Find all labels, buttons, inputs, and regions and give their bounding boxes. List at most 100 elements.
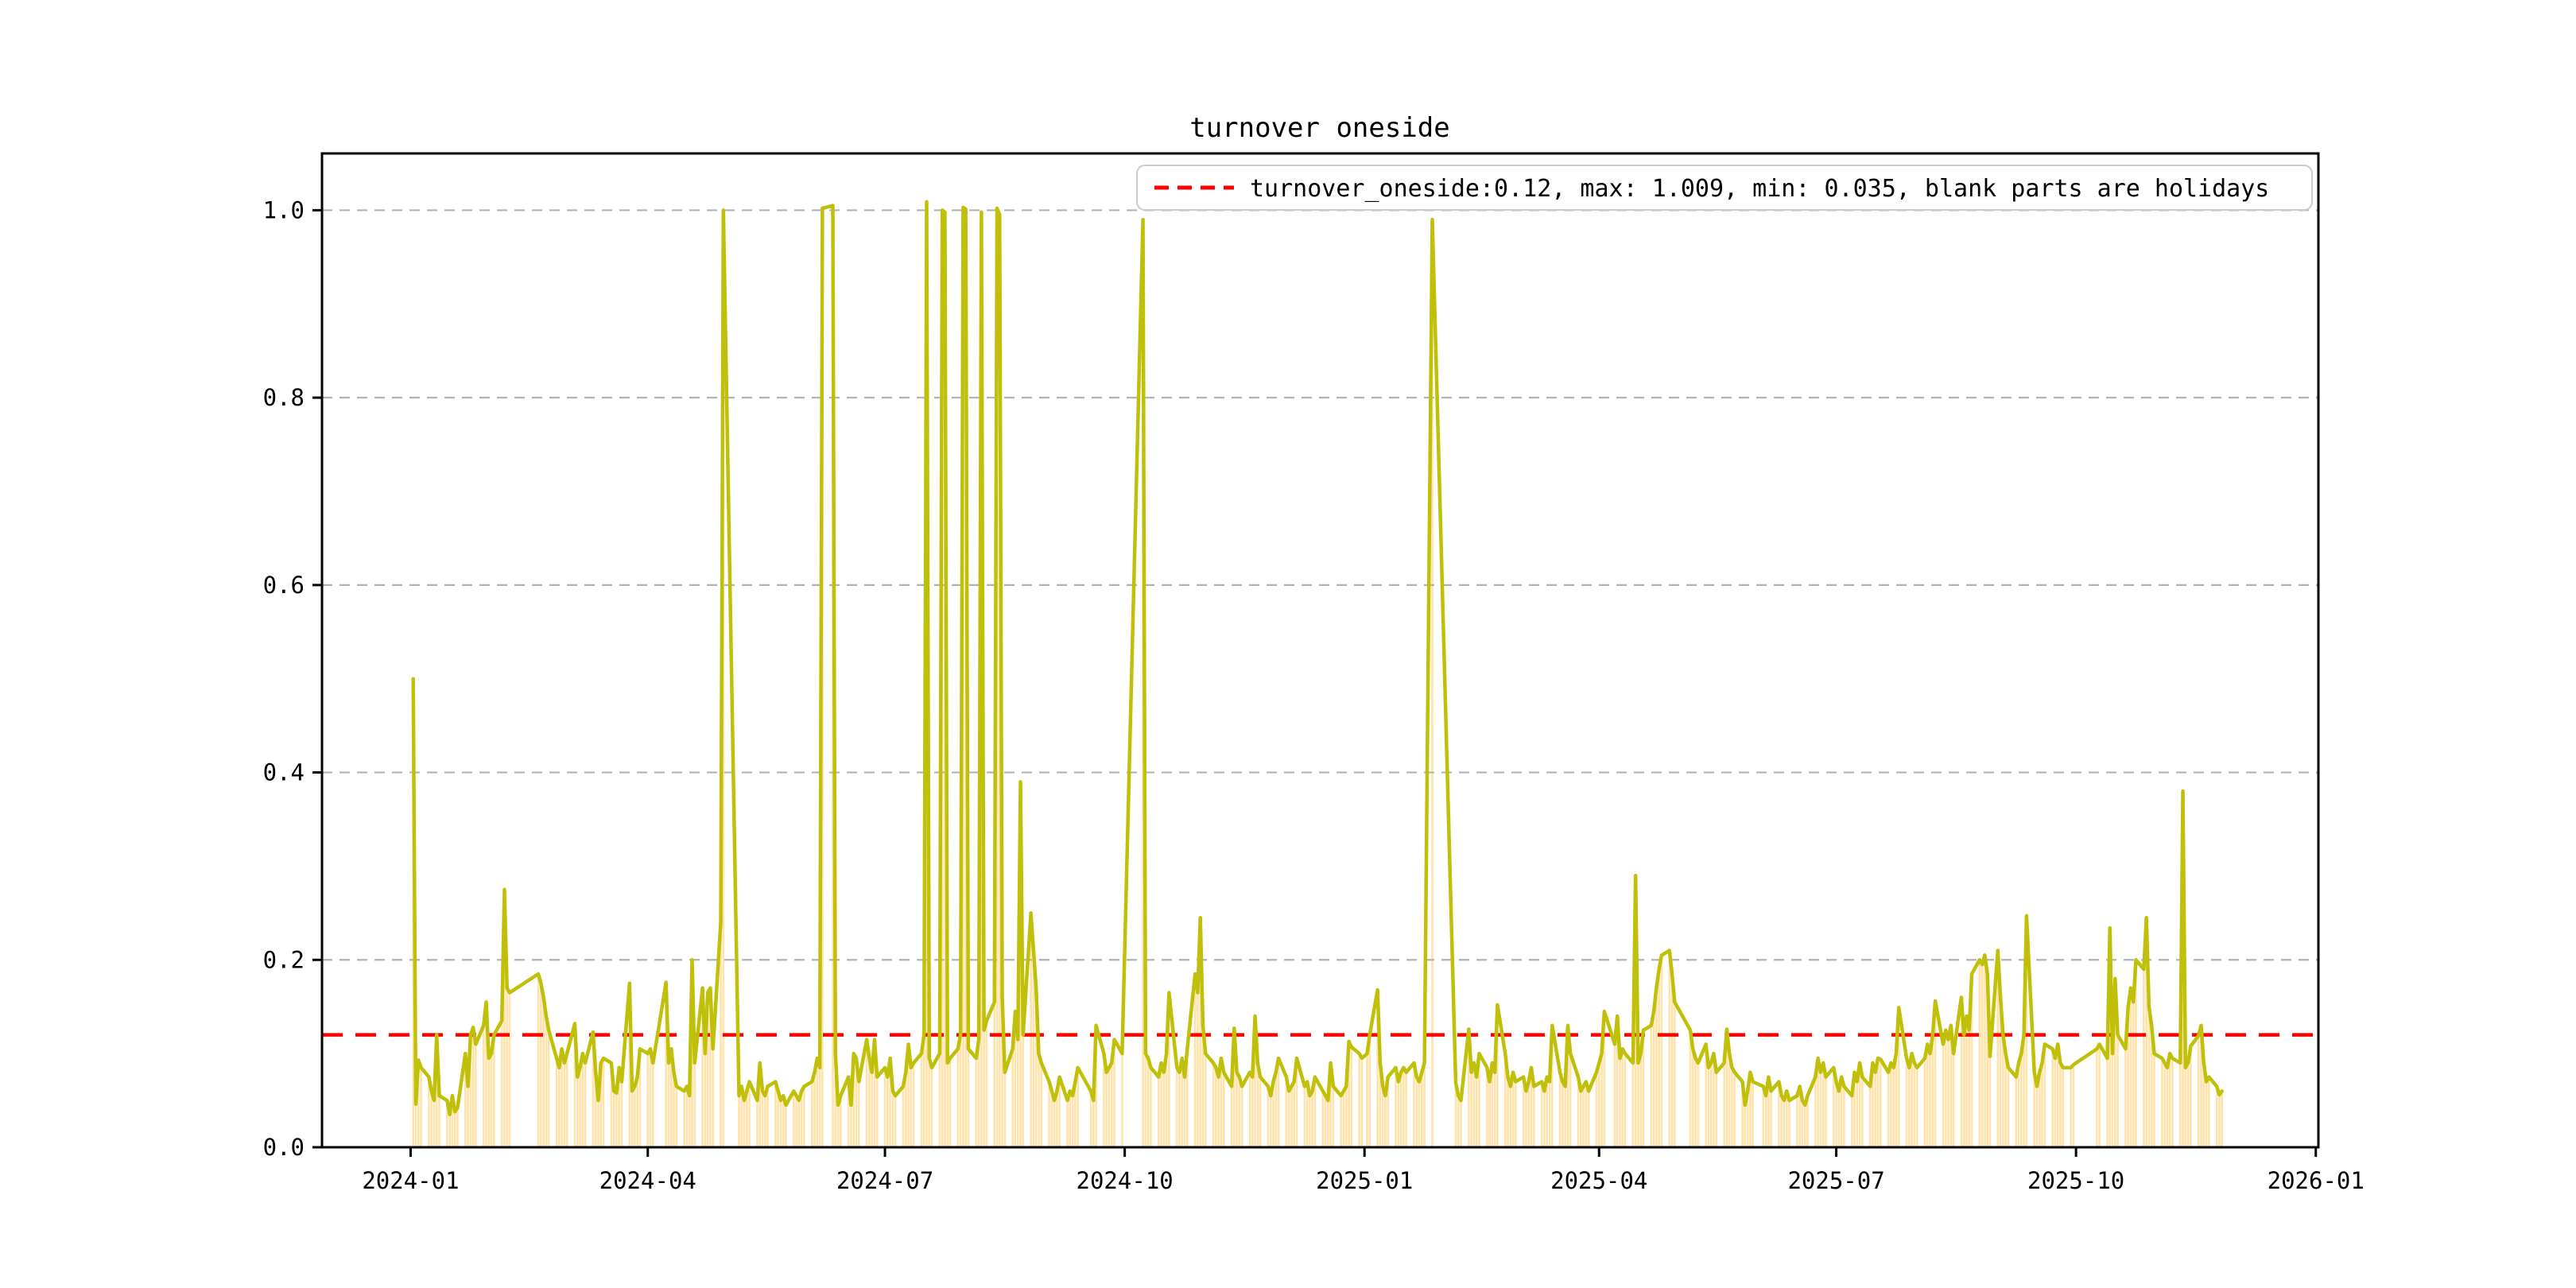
bar bbox=[610, 1062, 613, 1147]
bar bbox=[1460, 1100, 1462, 1147]
bar bbox=[1674, 1002, 1676, 1147]
bar bbox=[1423, 1062, 1426, 1147]
bar bbox=[1379, 1062, 1382, 1147]
bar bbox=[1488, 1081, 1491, 1147]
bar bbox=[1175, 1067, 1178, 1147]
bar bbox=[2145, 918, 2147, 1147]
bar bbox=[910, 1067, 913, 1147]
bar bbox=[1984, 955, 1986, 1147]
bar bbox=[1058, 1077, 1061, 1147]
bar bbox=[1150, 1067, 1152, 1147]
bar bbox=[1121, 1053, 1123, 1147]
bar bbox=[2015, 1077, 2018, 1147]
bar bbox=[1934, 1001, 1937, 1147]
bar bbox=[2168, 1053, 2171, 1147]
bar bbox=[1600, 1053, 1603, 1147]
legend-label: turnover_oneside:0.12, max: 1.009, min: … bbox=[1250, 175, 2269, 203]
bar bbox=[508, 992, 511, 1147]
bar bbox=[1913, 1062, 1916, 1147]
bar bbox=[1767, 1077, 1770, 1147]
bar bbox=[1468, 1029, 1470, 1147]
bar bbox=[1819, 1072, 1822, 1147]
bar bbox=[1272, 1081, 1274, 1147]
bar bbox=[1321, 1091, 1325, 1147]
bar bbox=[646, 1053, 650, 1147]
bar bbox=[579, 1067, 581, 1147]
bar bbox=[1038, 1053, 1040, 1147]
bar bbox=[1183, 1077, 1186, 1147]
bar bbox=[2161, 1058, 2163, 1147]
bar bbox=[1071, 1096, 1074, 1147]
bar bbox=[2023, 1034, 2025, 1147]
bar bbox=[836, 1104, 840, 1147]
bar bbox=[904, 1072, 907, 1147]
bar bbox=[467, 1086, 469, 1147]
bar bbox=[920, 1053, 923, 1147]
bar bbox=[1798, 1086, 1801, 1147]
bar bbox=[1744, 1104, 1747, 1147]
bar bbox=[1911, 1053, 1913, 1147]
bar bbox=[1887, 1072, 1890, 1147]
bar bbox=[1796, 1096, 1798, 1147]
bar bbox=[2150, 1025, 2153, 1147]
bar bbox=[1095, 1025, 1097, 1147]
bar bbox=[1478, 1053, 1480, 1147]
bar bbox=[2004, 1053, 2007, 1147]
bar bbox=[1801, 1100, 1804, 1147]
bar bbox=[1872, 1062, 1874, 1147]
bar bbox=[1619, 1058, 1621, 1147]
bar bbox=[865, 1039, 868, 1147]
bar bbox=[2143, 969, 2145, 1147]
bar bbox=[446, 1100, 448, 1147]
bar bbox=[740, 1086, 743, 1147]
bar bbox=[636, 1077, 638, 1147]
bar bbox=[1110, 1062, 1113, 1147]
bar bbox=[1960, 997, 1963, 1147]
x-axis-ticks: 2024-01 2024-04 2024-07 2024-10 2025-01 2025-… bbox=[362, 1147, 2365, 1194]
bar bbox=[1832, 1067, 1835, 1147]
bar bbox=[469, 1034, 472, 1147]
bar bbox=[542, 997, 545, 1147]
bar bbox=[1840, 1077, 1843, 1147]
bar bbox=[706, 992, 709, 1147]
bar bbox=[1415, 1077, 1418, 1147]
bar bbox=[1181, 1058, 1184, 1147]
bar bbox=[638, 1049, 642, 1147]
bar bbox=[873, 1039, 876, 1147]
bar bbox=[1817, 1058, 1819, 1147]
bar bbox=[2062, 1067, 2065, 1147]
bar bbox=[930, 1067, 933, 1147]
bar bbox=[1003, 1072, 1007, 1147]
bar bbox=[1056, 1091, 1058, 1147]
bar bbox=[985, 1020, 988, 1147]
bar bbox=[652, 1062, 654, 1147]
bar bbox=[1713, 1053, 1715, 1147]
x-tick-label: 2025-07 bbox=[1787, 1167, 1884, 1194]
bar bbox=[620, 1081, 623, 1147]
bar bbox=[1540, 1081, 1543, 1147]
bar bbox=[1350, 1046, 1353, 1147]
bar bbox=[1660, 955, 1663, 1147]
bar bbox=[756, 1100, 758, 1147]
bar bbox=[1376, 990, 1379, 1147]
bar bbox=[1658, 969, 1660, 1147]
bar bbox=[1931, 1034, 1934, 1147]
bar bbox=[1746, 1091, 1749, 1147]
bar bbox=[485, 1002, 487, 1147]
bar bbox=[1585, 1081, 1588, 1147]
bar bbox=[2041, 1062, 2043, 1147]
bar bbox=[1548, 1081, 1551, 1147]
bar bbox=[430, 1091, 433, 1147]
y-tick-label: 0.6 bbox=[263, 572, 305, 599]
bar bbox=[1178, 1072, 1181, 1147]
bar bbox=[506, 987, 509, 1147]
bar bbox=[2197, 1035, 2200, 1147]
bar bbox=[1157, 1077, 1160, 1147]
bar bbox=[1366, 1053, 1368, 1147]
bar bbox=[2035, 1086, 2039, 1147]
bar bbox=[1032, 950, 1035, 1147]
bar bbox=[435, 1034, 438, 1147]
bar bbox=[448, 1114, 451, 1147]
bar bbox=[2205, 1081, 2208, 1147]
bar bbox=[414, 1104, 417, 1147]
